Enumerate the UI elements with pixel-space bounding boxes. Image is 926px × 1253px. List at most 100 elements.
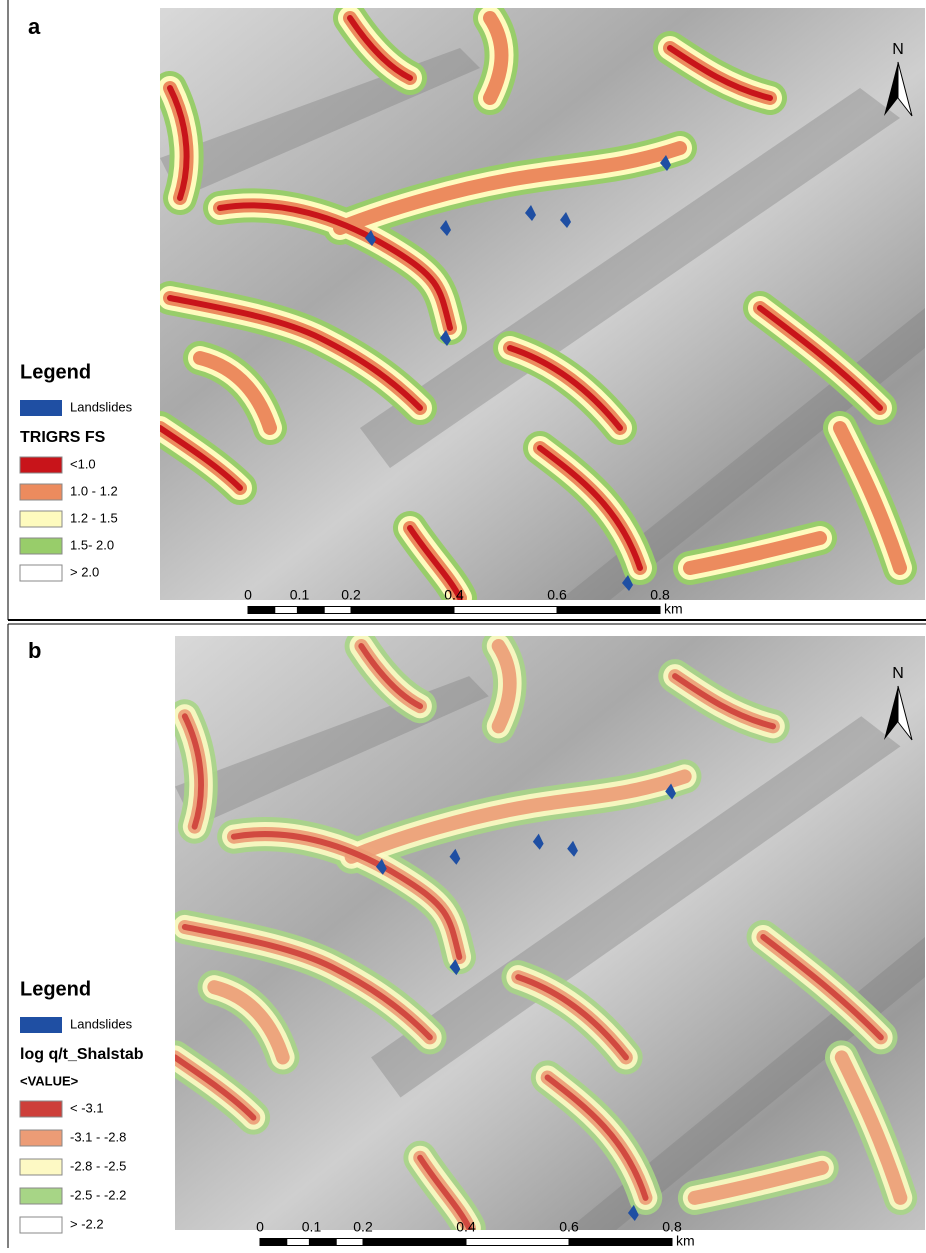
susceptibility-zone bbox=[417, 1154, 473, 1230]
scale-unit: km bbox=[664, 601, 683, 617]
legend-swatch bbox=[19, 1187, 63, 1205]
landslide bbox=[365, 230, 376, 246]
legend-swatch bbox=[19, 456, 63, 474]
susceptibility-zone bbox=[507, 345, 623, 431]
susceptibility-zone bbox=[687, 1160, 829, 1205]
legend-item: > -2.2 bbox=[70, 1216, 104, 1231]
scale-label: 0.1 bbox=[302, 1219, 322, 1235]
susceptibility-zone bbox=[217, 202, 453, 331]
susceptibility-zone bbox=[193, 351, 277, 435]
landslide bbox=[449, 959, 461, 976]
legend-subtitle: log q/t_Shalstab bbox=[20, 1046, 144, 1063]
legend-item: 1.0 - 1.2 bbox=[70, 483, 118, 498]
hillshade-shadow bbox=[360, 88, 900, 468]
susceptibility-zone bbox=[167, 85, 190, 201]
scale-label: 0 bbox=[244, 587, 252, 603]
legend-swatch bbox=[19, 537, 63, 555]
scale-bar-segment bbox=[465, 1238, 570, 1246]
susceptibility-zone bbox=[491, 639, 517, 734]
scale-bar-segment bbox=[296, 606, 325, 614]
legend-swatch bbox=[19, 1129, 63, 1147]
scale-label: 0.4 bbox=[444, 587, 464, 603]
north-arrow bbox=[897, 685, 913, 741]
scale-bar-segment bbox=[362, 1238, 467, 1246]
susceptibility-zone bbox=[672, 673, 776, 730]
legend-item: <1.0 bbox=[70, 456, 96, 471]
legend-swatch bbox=[19, 564, 63, 582]
legend-title: Legend bbox=[20, 361, 91, 383]
susceptibility-zone bbox=[344, 769, 692, 864]
scale-bar-segment bbox=[335, 1238, 364, 1246]
scale-bar-segment bbox=[453, 606, 558, 614]
landslide bbox=[560, 212, 571, 228]
scale-bar-segment bbox=[308, 1238, 337, 1246]
map bbox=[175, 636, 925, 1230]
scale-bar-segment bbox=[568, 1238, 673, 1246]
legend-item: -2.5 - -2.2 bbox=[70, 1187, 126, 1202]
north-label: N bbox=[892, 665, 904, 682]
legend-item: -3.1 - -2.8 bbox=[70, 1129, 126, 1144]
landslide bbox=[532, 833, 544, 850]
susceptibility-zone bbox=[667, 45, 773, 101]
legend-item: Landslides bbox=[70, 399, 133, 414]
susceptibility-zone bbox=[757, 305, 883, 411]
scale-bar-segment bbox=[350, 606, 455, 614]
scale-bar-segment bbox=[286, 1238, 310, 1246]
legend-swatch bbox=[19, 1216, 63, 1234]
landslide bbox=[622, 575, 633, 591]
scale-label: 0.6 bbox=[559, 1219, 579, 1235]
landslide bbox=[567, 840, 578, 857]
susceptibility-zone bbox=[358, 643, 424, 710]
legend-item: -2.8 - -2.5 bbox=[70, 1158, 126, 1173]
north-arrow bbox=[884, 686, 898, 740]
landslide bbox=[525, 205, 536, 221]
map bbox=[160, 8, 925, 600]
scale-bar-segment bbox=[556, 606, 661, 614]
landslide bbox=[665, 783, 676, 800]
landslide bbox=[627, 1204, 639, 1221]
susceptibility-zone bbox=[483, 11, 509, 105]
susceptibility-zone bbox=[175, 1054, 257, 1121]
susceptibility-zone bbox=[833, 421, 907, 575]
legend-item: 1.5- 2.0 bbox=[70, 537, 114, 552]
legend-subtitle: TRIGRS FS bbox=[20, 429, 106, 446]
susceptibility-zone bbox=[207, 980, 290, 1065]
landslide bbox=[375, 858, 387, 875]
scale-label: 0.8 bbox=[650, 587, 670, 603]
hillshade bbox=[160, 8, 925, 600]
scale-label: 0.6 bbox=[547, 587, 567, 603]
susceptibility-zone bbox=[407, 525, 463, 600]
landslide bbox=[660, 155, 671, 171]
susceptibility-zone bbox=[683, 531, 827, 575]
legend-title: Legend bbox=[20, 978, 91, 1000]
hillshade-shadow bbox=[371, 716, 901, 1098]
legend-item: 1.2 - 1.5 bbox=[70, 510, 118, 525]
panel-label: a bbox=[28, 14, 41, 39]
legend-swatch bbox=[19, 483, 63, 501]
landslide bbox=[440, 330, 451, 346]
susceptibility-zone bbox=[544, 1074, 649, 1201]
susceptibility-zone bbox=[181, 713, 204, 830]
legend-field: <VALUE> bbox=[20, 1073, 79, 1088]
scale-label: 0.4 bbox=[456, 1219, 476, 1235]
scale-label: 0.2 bbox=[353, 1219, 373, 1235]
susceptibility-zone bbox=[834, 1050, 908, 1205]
susceptibility-zone bbox=[347, 15, 413, 81]
scale-label: 0 bbox=[256, 1219, 264, 1235]
legend-item: > 2.0 bbox=[70, 564, 99, 579]
legend-swatch bbox=[19, 510, 63, 528]
susceptibility-zone bbox=[181, 923, 433, 1041]
susceptibility-zone bbox=[760, 934, 884, 1041]
scale-bar-segment bbox=[323, 606, 352, 614]
susceptibility-zone bbox=[230, 831, 463, 961]
susceptibility-zone bbox=[515, 974, 629, 1061]
legend-swatch bbox=[19, 1100, 63, 1118]
legend-item: Landslides bbox=[70, 1016, 133, 1031]
north-arrow bbox=[884, 62, 898, 116]
scale-label: 0.1 bbox=[290, 587, 310, 603]
susceptibility-zone bbox=[167, 295, 423, 411]
landslide bbox=[449, 848, 461, 865]
scale-bar-segment bbox=[274, 606, 298, 614]
